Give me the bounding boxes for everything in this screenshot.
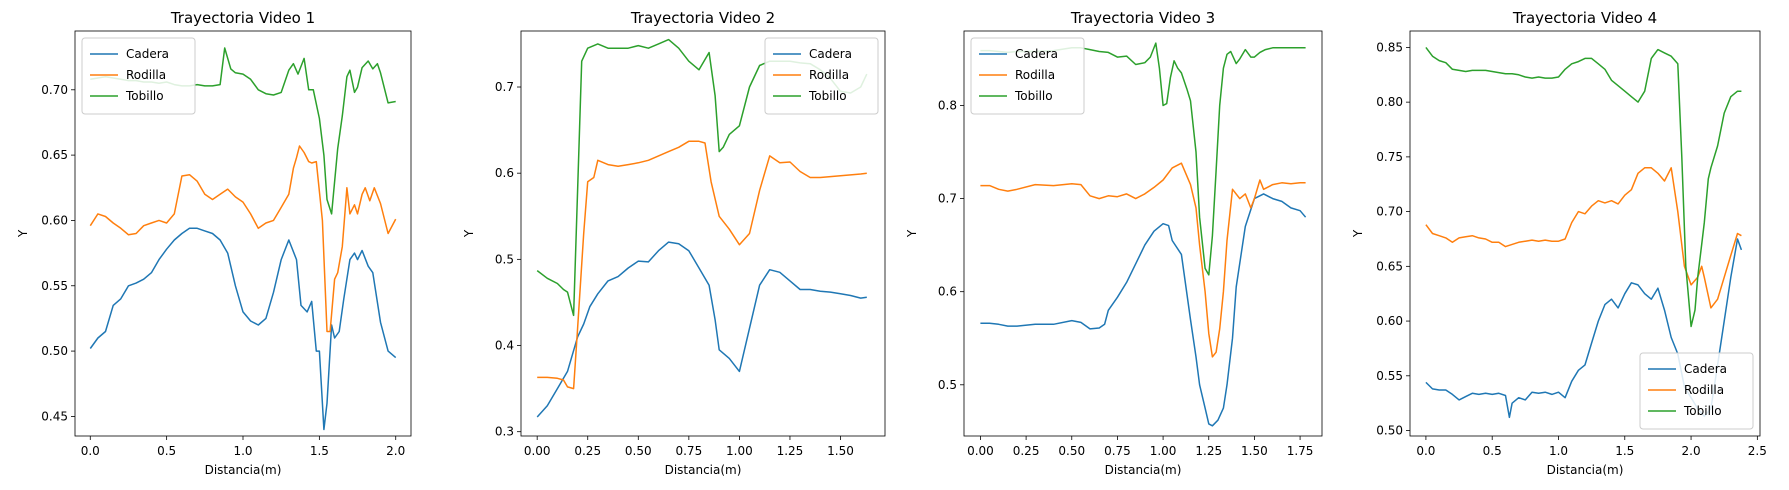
y-tick-label: 0.75 (1376, 150, 1403, 164)
legend: Cadera Rodilla Tobillo (1639, 352, 1754, 430)
legend-label-rodilla: Rodilla (1684, 383, 1724, 397)
legend-label-cadera: Cadera (1015, 47, 1058, 61)
series-line-rodilla (1425, 167, 1742, 309)
legend-label-rodilla: Rodilla (809, 68, 849, 82)
x-tick-label: 1.00 (726, 444, 753, 458)
x-tick-label: 2.0 (386, 444, 405, 458)
series-line-tobillo (1425, 46, 1742, 328)
chart-panel-2: 0.00 0.25 0.50 0.75 1.00 1.25 1.50 0.3 0.4 0.5 0.6… (462, 9, 886, 477)
y-tick-label: 0.85 (1376, 40, 1403, 54)
x-axis-label: Distancia(m) (665, 463, 742, 477)
x-tick-label: 0.25 (574, 444, 601, 458)
x-tick-label: 0.75 (1104, 444, 1131, 458)
legend-label-tobillo: Tobillo (1014, 89, 1053, 103)
y-axis-label: Y (905, 229, 919, 238)
x-tick-label: 1.5 (1615, 444, 1634, 458)
y-tick-label: 0.55 (1376, 369, 1403, 383)
x-tick-label: 0.75 (675, 444, 702, 458)
legend-box (970, 37, 1085, 115)
y-axis-label: Y (462, 229, 476, 238)
series-line-rodilla (89, 145, 397, 333)
legend: Cadera Rodilla Tobillo (81, 37, 196, 115)
legend-label-cadera: Cadera (809, 47, 852, 61)
y-tick-label: 0.8 (938, 98, 957, 112)
x-tick-label: 0.00 (967, 444, 994, 458)
y-tick-label: 0.55 (41, 279, 68, 293)
chart-title: Trayectoria Video 2 (630, 9, 775, 27)
x-tick-label: 1.5 (310, 444, 329, 458)
legend-label-rodilla: Rodilla (126, 68, 166, 82)
legend-label-tobillo: Tobillo (808, 89, 847, 103)
x-tick-label: 1.0 (1549, 444, 1568, 458)
y-tick-label: 0.50 (41, 344, 68, 358)
y-tick-label: 0.45 (41, 409, 68, 423)
y-tick-label: 0.5 (495, 252, 514, 266)
y-tick-label: 0.60 (41, 213, 68, 227)
legend-box (764, 37, 879, 115)
plot-frame (520, 30, 886, 437)
x-tick-label: 0.00 (524, 444, 551, 458)
x-tick-label: 0.50 (1058, 444, 1085, 458)
legend-box (81, 37, 196, 115)
y-tick-label: 0.65 (1376, 259, 1403, 273)
series-line-rodilla (980, 162, 1306, 358)
y-axis-label: Y (16, 229, 30, 238)
y-tick-label: 0.7 (938, 192, 957, 206)
y-tick-label: 0.65 (41, 148, 68, 162)
x-tick-label: 2.5 (1748, 444, 1767, 458)
x-tick-label: 1.0 (233, 444, 252, 458)
x-tick-label: 0.5 (1483, 444, 1502, 458)
y-tick-label: 0.6 (495, 166, 514, 180)
series-line-cadera (89, 227, 397, 431)
plot-frame (963, 30, 1323, 437)
y-tick-label: 0.7 (495, 80, 514, 94)
series-line-rodilla (537, 140, 867, 390)
legend-label-tobillo: Tobillo (1683, 404, 1722, 418)
plot-frame (1409, 30, 1761, 437)
x-tick-label: 2.0 (1682, 444, 1701, 458)
chart-panel-1: 0.0 0.5 1.0 1.5 2.0 0.45 0.50 0.55 0.60 0.65 0.70 T… (16, 9, 412, 477)
chart-panel-3: 0.00 0.25 0.50 0.75 1.00 1.25 1.50 1.75 0.5 0.6 0.… (905, 9, 1323, 477)
x-tick-label: 0.25 (1013, 444, 1040, 458)
x-axis-label: Distancia(m) (205, 463, 282, 477)
x-tick-label: 1.50 (1241, 444, 1268, 458)
y-tick-label: 0.70 (1376, 205, 1403, 219)
legend-label-tobillo: Tobillo (125, 89, 164, 103)
y-axis-label: Y (1351, 229, 1365, 238)
series-line-cadera (536, 241, 867, 418)
y-tick-label: 0.5 (938, 378, 957, 392)
legend: Cadera Rodilla Tobillo (764, 37, 879, 115)
x-tick-label: 0.0 (1416, 444, 1435, 458)
x-tick-label: 0.0 (81, 444, 100, 458)
y-tick-label: 0.70 (41, 83, 68, 97)
y-tick-label: 0.80 (1376, 95, 1403, 109)
legend-label-cadera: Cadera (1684, 362, 1727, 376)
x-tick-label: 1.75 (1287, 444, 1314, 458)
y-tick-label: 0.60 (1376, 314, 1403, 328)
series-line-cadera (980, 193, 1307, 427)
x-tick-label: 1.25 (777, 444, 804, 458)
chart-title: Trayectoria Video 4 (1512, 9, 1657, 27)
y-tick-label: 0.6 (938, 285, 957, 299)
x-tick-label: 1.25 (1195, 444, 1222, 458)
legend-box (1639, 352, 1754, 430)
x-tick-label: 0.5 (157, 444, 176, 458)
y-tick-label: 0.3 (495, 425, 514, 439)
x-tick-label: 1.50 (827, 444, 854, 458)
y-tick-label: 0.4 (495, 339, 514, 353)
legend-label-cadera: Cadera (126, 47, 169, 61)
x-tick-label: 0.50 (625, 444, 652, 458)
chart-panel-4: 0.0 0.5 1.0 1.5 2.0 2.5 0.50 0.55 0.60 0.65 0.70 0.… (1351, 9, 1767, 477)
y-tick-label: 0.50 (1376, 424, 1403, 438)
legend: Cadera Rodilla Tobillo (970, 37, 1085, 115)
x-tick-label: 1.00 (1150, 444, 1177, 458)
chart-title: Trayectoria Video 3 (1070, 9, 1215, 27)
chart-title: Trayectoria Video 1 (170, 9, 315, 27)
x-axis-label: Distancia(m) (1105, 463, 1182, 477)
legend-label-rodilla: Rodilla (1015, 68, 1055, 82)
x-axis-label: Distancia(m) (1547, 463, 1624, 477)
